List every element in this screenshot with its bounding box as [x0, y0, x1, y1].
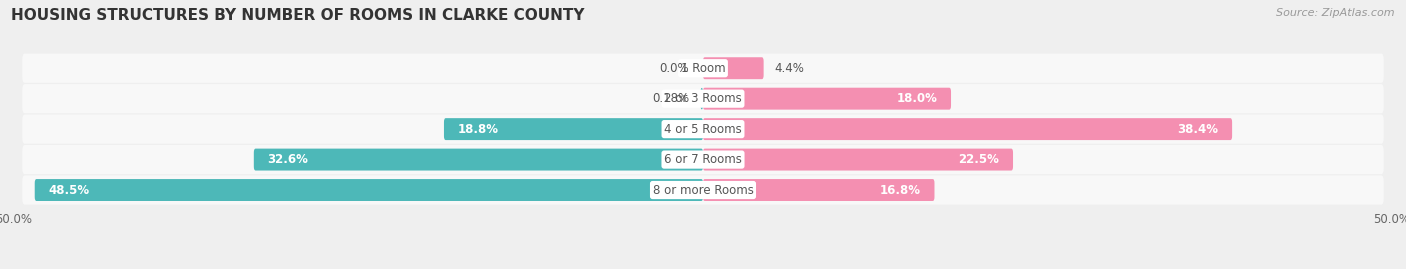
Text: 22.5%: 22.5%: [959, 153, 1000, 166]
FancyBboxPatch shape: [22, 54, 1384, 83]
FancyBboxPatch shape: [703, 57, 763, 79]
FancyBboxPatch shape: [22, 115, 1384, 144]
FancyBboxPatch shape: [22, 84, 1384, 113]
Text: 18.8%: 18.8%: [458, 123, 499, 136]
FancyBboxPatch shape: [703, 88, 950, 110]
Text: 0.0%: 0.0%: [659, 62, 689, 75]
Text: 4 or 5 Rooms: 4 or 5 Rooms: [664, 123, 742, 136]
Text: 38.4%: 38.4%: [1177, 123, 1219, 136]
Text: 32.6%: 32.6%: [267, 153, 308, 166]
Text: 2 or 3 Rooms: 2 or 3 Rooms: [664, 92, 742, 105]
Text: 0.18%: 0.18%: [652, 92, 689, 105]
Text: 16.8%: 16.8%: [880, 183, 921, 197]
Text: 8 or more Rooms: 8 or more Rooms: [652, 183, 754, 197]
Text: 6 or 7 Rooms: 6 or 7 Rooms: [664, 153, 742, 166]
Text: Source: ZipAtlas.com: Source: ZipAtlas.com: [1277, 8, 1395, 18]
Text: 1 Room: 1 Room: [681, 62, 725, 75]
FancyBboxPatch shape: [703, 179, 935, 201]
FancyBboxPatch shape: [703, 148, 1012, 171]
FancyBboxPatch shape: [22, 145, 1384, 174]
FancyBboxPatch shape: [22, 175, 1384, 205]
Text: 18.0%: 18.0%: [897, 92, 938, 105]
Text: HOUSING STRUCTURES BY NUMBER OF ROOMS IN CLARKE COUNTY: HOUSING STRUCTURES BY NUMBER OF ROOMS IN…: [11, 8, 585, 23]
FancyBboxPatch shape: [703, 118, 1232, 140]
Text: 48.5%: 48.5%: [48, 183, 90, 197]
Legend: Owner-occupied, Renter-occupied: Owner-occupied, Renter-occupied: [560, 264, 846, 269]
FancyBboxPatch shape: [700, 88, 703, 110]
FancyBboxPatch shape: [35, 179, 703, 201]
FancyBboxPatch shape: [254, 148, 703, 171]
FancyBboxPatch shape: [444, 118, 703, 140]
Text: 4.4%: 4.4%: [775, 62, 804, 75]
